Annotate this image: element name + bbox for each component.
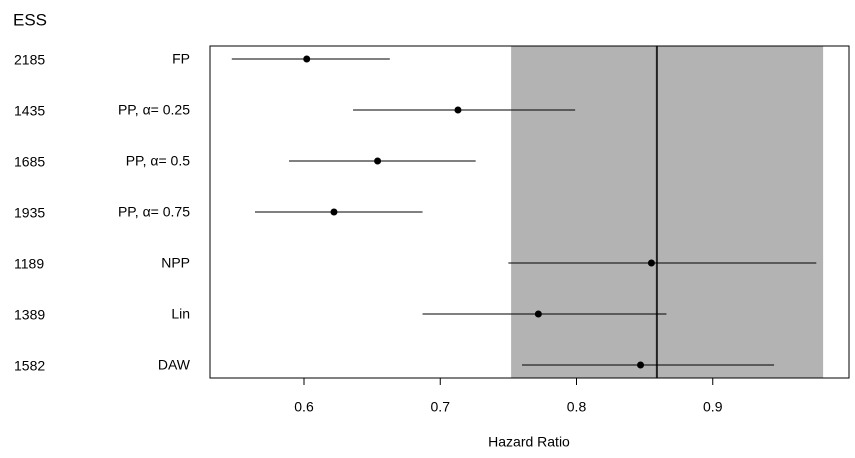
row-label: DAW (158, 357, 191, 373)
shaded-band (511, 46, 824, 378)
row-label: PP, α= 0.5 (126, 153, 190, 169)
x-tick-label: 0.9 (703, 399, 723, 415)
point-estimate (374, 157, 382, 165)
point-estimate (637, 361, 645, 369)
point-estimate (330, 208, 338, 216)
ess-value: 1389 (14, 307, 45, 323)
x-axis-label: Hazard Ratio (488, 434, 570, 450)
ess-value: 1435 (14, 103, 45, 119)
row-label: PP, α= 0.75 (118, 204, 190, 220)
row-label: FP (172, 51, 190, 67)
point-estimate (454, 106, 462, 114)
row-label: NPP (161, 255, 190, 271)
point-estimate (534, 310, 542, 318)
ess-value: 1685 (14, 154, 45, 170)
ess-value: 2185 (14, 52, 45, 68)
row-label: PP, α= 0.25 (118, 102, 190, 118)
point-estimate (303, 55, 311, 63)
ess-value: 1582 (14, 358, 45, 374)
x-tick-label: 0.6 (294, 399, 314, 415)
x-tick-label: 0.7 (431, 399, 451, 415)
row-label: Lin (171, 306, 190, 322)
column-header: ESS (13, 10, 47, 29)
ess-value: 1935 (14, 205, 45, 221)
x-tick-label: 0.8 (567, 399, 587, 415)
plot-frame (209, 45, 850, 379)
ess-value: 1189 (14, 256, 44, 272)
point-estimate (647, 259, 655, 267)
